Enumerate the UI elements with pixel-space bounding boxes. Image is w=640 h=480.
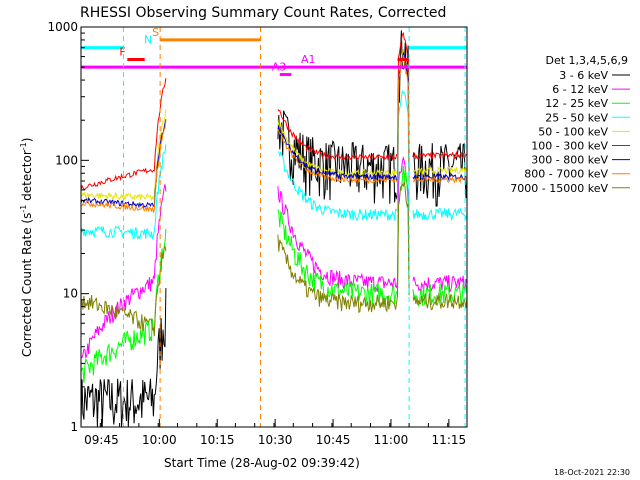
- chart-title: RHESSI Observing Summary Count Rates, Co…: [80, 5, 446, 21]
- legend-entry-label: 800 - 7000 keV: [524, 168, 608, 181]
- series-line-8: [80, 55, 468, 214]
- x-tick-label: 10:45: [316, 433, 351, 447]
- x-axis: 09:45 10:00 10:15 10:30 10:45 11:00 11:15: [80, 419, 468, 447]
- series-line-6: [80, 31, 468, 191]
- legend-entry-label: 25 - 50 keV: [545, 111, 608, 124]
- legend-entry-label: 300 - 800 keV: [531, 154, 608, 167]
- legend-entry-label: 50 - 100 keV: [538, 125, 608, 138]
- legend-entry-label: 6 - 12 keV: [552, 83, 608, 96]
- y-axis-label: Corrected Count Rate (s-1 detector-1): [19, 138, 34, 357]
- generation-timestamp: 18-Oct-2021 22:30: [554, 468, 630, 477]
- annotation-label: N: [144, 34, 152, 47]
- y-tick-label: 1: [70, 420, 78, 434]
- x-tick-label: 10:30: [258, 433, 293, 447]
- annotation-label: F: [119, 46, 125, 59]
- annotation-layer: NS F A1 A3: [81, 26, 467, 427]
- x-tick-label: 10:00: [142, 433, 177, 447]
- y-axis: 1 10 100 1000: [47, 20, 89, 434]
- annotation-label: S: [152, 26, 159, 39]
- y-tick-label: 1000: [47, 20, 78, 34]
- x-tick-label: 09:45: [84, 433, 119, 447]
- legend-entry-label: 3 - 6 keV: [559, 69, 608, 82]
- series-line-4: [80, 89, 468, 241]
- x-axis-label: Start Time (28-Aug-02 09:39:42): [164, 456, 360, 470]
- legend-title: Det 1,3,4,5,6,9: [545, 54, 628, 67]
- x-tick-label: 11:00: [374, 433, 409, 447]
- y-tick-label: 100: [55, 153, 78, 167]
- legend-entry-label: 12 - 25 keV: [545, 97, 608, 110]
- legend-entry-label: 100 - 300 keV: [531, 140, 608, 153]
- x-tick-label: 11:15: [432, 433, 467, 447]
- x-tick-label: 10:15: [200, 433, 235, 447]
- annotation-label: A3: [272, 61, 287, 74]
- annotation-label: A1: [301, 53, 316, 66]
- y-tick-label: 10: [63, 287, 78, 301]
- legend-entry-label: 7000 - 15000 keV: [510, 182, 608, 195]
